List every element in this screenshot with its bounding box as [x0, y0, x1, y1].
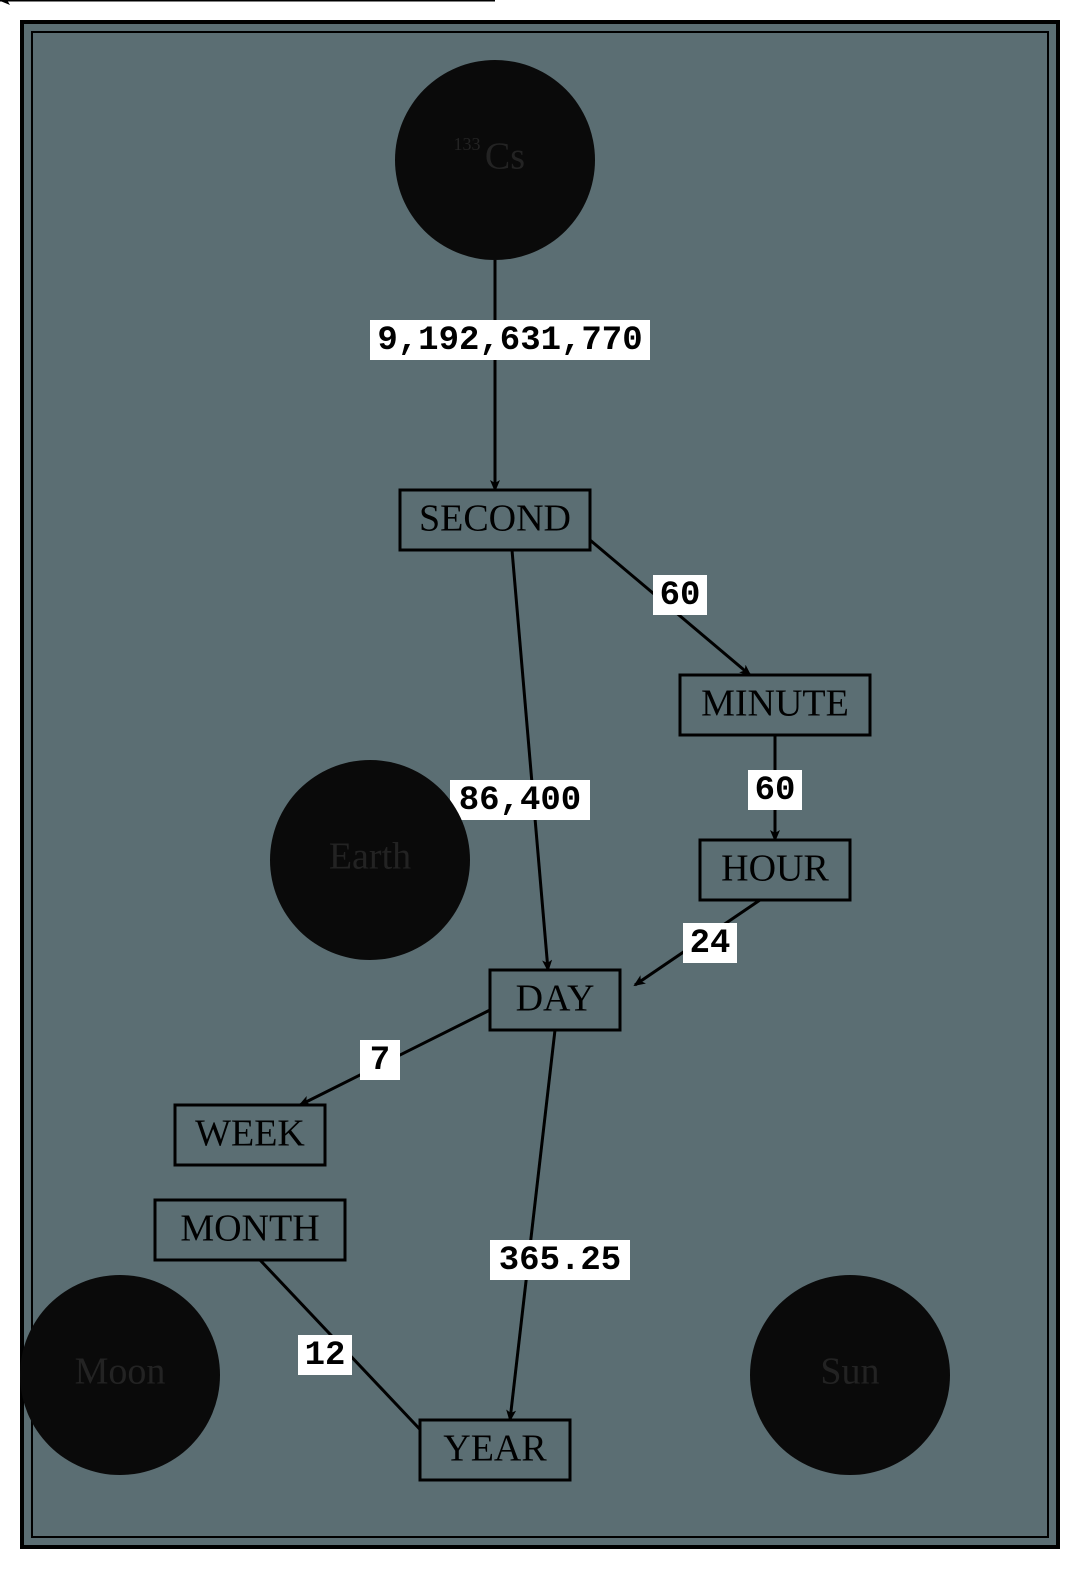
svg-text:24: 24 — [690, 925, 731, 963]
edge-label-cs-second: 9,192,631,770 — [370, 320, 650, 360]
svg-text:WEEK: WEEK — [195, 1113, 305, 1155]
node-year: YEAR — [420, 1420, 570, 1480]
svg-text:Sun: Sun — [820, 1351, 879, 1393]
svg-text:MINUTE: MINUTE — [701, 683, 849, 725]
edge-label-day-week: 7 — [360, 1040, 400, 1080]
svg-text:7: 7 — [370, 1042, 390, 1080]
edge-label-second-minute: 60 — [653, 575, 707, 615]
time-units-diagram: 9,192,631,770 60 60 24 86,400 7 365.25 1… — [0, 0, 1080, 1569]
svg-text:SECOND: SECOND — [419, 498, 571, 540]
svg-text:86,400: 86,400 — [459, 782, 581, 820]
node-cs: 133 Cs — [395, 60, 595, 260]
node-minute: MINUTE — [680, 675, 870, 735]
node-sun: Sun — [750, 1275, 950, 1475]
svg-text:MONTH: MONTH — [180, 1208, 319, 1250]
svg-text:60: 60 — [660, 577, 701, 615]
edge-label-second-day: 86,400 — [450, 780, 590, 820]
svg-text:9,192,631,770: 9,192,631,770 — [377, 322, 642, 360]
svg-text:Earth: Earth — [329, 836, 411, 878]
svg-text:HOUR: HOUR — [721, 848, 829, 890]
svg-text:Cs: Cs — [485, 136, 525, 178]
svg-text:YEAR: YEAR — [443, 1428, 547, 1470]
svg-text:DAY: DAY — [516, 978, 595, 1020]
edge-label-day-year: 365.25 — [490, 1240, 630, 1280]
node-day: DAY — [490, 970, 620, 1030]
node-month: MONTH — [155, 1200, 345, 1260]
node-earth: Earth — [270, 760, 470, 960]
node-week: WEEK — [175, 1105, 325, 1165]
svg-text:Moon: Moon — [75, 1351, 166, 1393]
node-hour: HOUR — [700, 840, 850, 900]
edge-label-hour-day: 24 — [683, 923, 737, 963]
node-second: SECOND — [400, 490, 590, 550]
edge-label-minute-hour: 60 — [748, 770, 802, 810]
svg-text:12: 12 — [305, 1337, 346, 1375]
node-moon: Moon — [20, 1275, 220, 1475]
svg-text:60: 60 — [755, 772, 796, 810]
svg-text:133: 133 — [454, 134, 481, 154]
svg-text:365.25: 365.25 — [499, 1242, 621, 1280]
edge-label-month-year: 12 — [298, 1335, 352, 1375]
